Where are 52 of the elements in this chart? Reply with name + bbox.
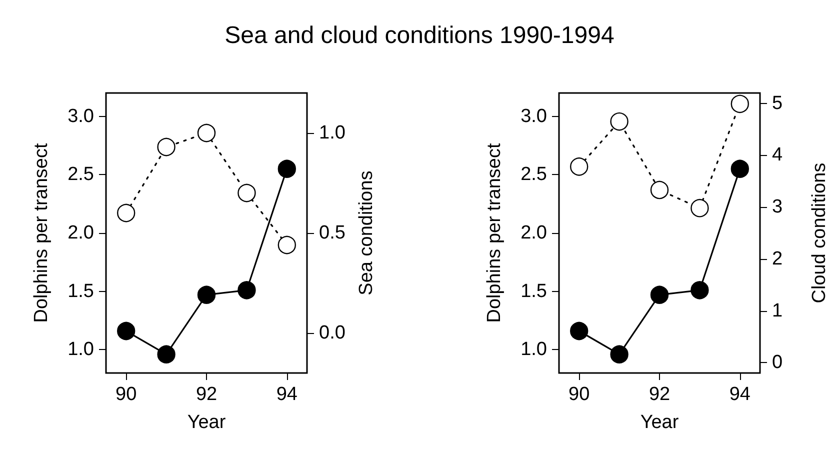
point (278, 160, 296, 178)
point (238, 281, 256, 300)
x-tick-label: 94 (276, 384, 298, 405)
point (730, 94, 749, 113)
x-tick-label: 90 (116, 384, 137, 405)
point (117, 204, 136, 222)
point (238, 184, 256, 202)
y-tick-label: 2.0 (520, 222, 547, 244)
text: Sea and cloud conditions 1990-1994 (224, 22, 616, 50)
point (157, 138, 176, 156)
y-tick-label: 2.5 (520, 164, 547, 186)
point (610, 112, 628, 131)
x-tick-label: 94 (729, 384, 751, 405)
point (650, 180, 669, 200)
x-tick-label: 92 (648, 384, 670, 405)
x-tick-label: 90 (568, 384, 590, 405)
y2-tick-label: 1.0 (319, 122, 346, 144)
point (570, 158, 588, 176)
point (650, 286, 669, 304)
y-tick-label: 1.0 (68, 339, 94, 360)
y-tick-label: 1.5 (520, 280, 547, 302)
x-axis-title: Year (187, 412, 226, 433)
y-axis-title: Dolphins per transect (31, 142, 52, 323)
y-tick-label: 3.0 (520, 106, 547, 127)
y2-tick-label: 0 (772, 352, 783, 374)
y-tick-label: 1.0 (520, 339, 547, 360)
y2-tick-label: 2 (772, 248, 783, 270)
y2-tick-label: 0.5 (319, 222, 346, 244)
y2-tick-label: 0.0 (319, 322, 346, 344)
point (730, 160, 749, 178)
point (197, 124, 216, 142)
point (197, 286, 216, 304)
y2-tick-label: 3 (772, 196, 783, 218)
x-axis-title: Year (640, 412, 680, 433)
x-tick-label: 92 (196, 384, 218, 405)
point (157, 345, 176, 364)
y-tick-label: 3.0 (68, 106, 94, 127)
y2-axis-title: Cloud conditions (809, 162, 830, 304)
point (570, 322, 588, 340)
y2-axis-title: Sea conditions (356, 170, 377, 296)
y2-tick-label: 1 (772, 300, 783, 322)
point (610, 345, 628, 364)
y-axis-title: Dolphins per transect (484, 142, 505, 323)
point (690, 281, 709, 300)
point (278, 236, 296, 254)
y-tick-label: 1.5 (68, 280, 94, 302)
y-tick-label: 2.5 (68, 164, 94, 186)
point (117, 322, 136, 340)
point (690, 199, 709, 218)
y2-tick-label: 5 (772, 92, 783, 114)
y2-tick-label: 4 (772, 144, 783, 166)
y-tick-label: 2.0 (68, 222, 94, 244)
